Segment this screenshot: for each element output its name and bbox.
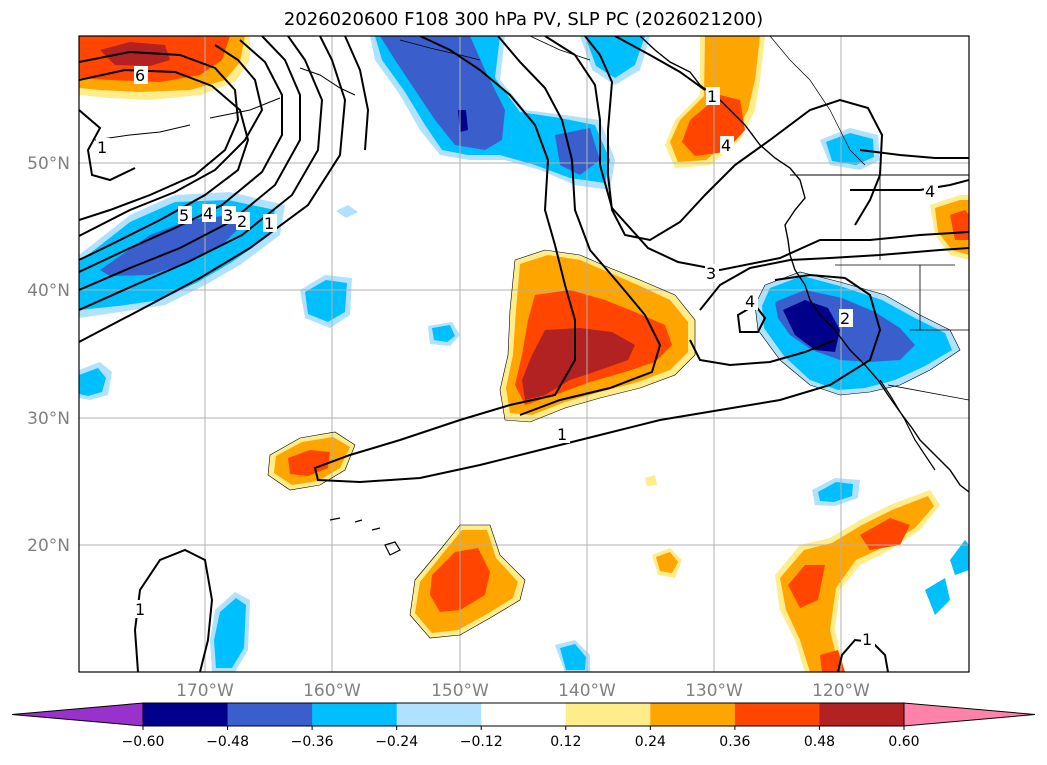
contour-label-1d: 1 bbox=[135, 600, 145, 619]
lat-label-20n: 20°N bbox=[27, 536, 70, 556]
colorbar-tick-label: 0.60 bbox=[888, 734, 919, 750]
lon-label-150w: 150°W bbox=[431, 681, 489, 701]
colorbar-tick-label: 0.36 bbox=[719, 734, 750, 750]
map-frame bbox=[78, 35, 970, 673]
contour-band-f bbox=[344, 36, 370, 151]
contour-ridge-nw bbox=[614, 36, 706, 91]
longitude-labels: 170°W 160°W 150°W 140°W 130°W 120°W bbox=[176, 681, 870, 701]
colorbar-tick-label: −0.60 bbox=[122, 734, 165, 750]
negative-anomaly-gulf-of-alaska bbox=[370, 36, 650, 190]
contour-label-5: 5 bbox=[179, 206, 189, 225]
contour-band-b bbox=[79, 39, 283, 273]
lon-label-160w: 160°W bbox=[303, 681, 361, 701]
colorbar-frame bbox=[142, 702, 905, 727]
colorbar-tick-label: 0.12 bbox=[550, 734, 581, 750]
colorbar-tick-label: −0.36 bbox=[291, 734, 334, 750]
pv-shading-layer bbox=[79, 36, 969, 672]
colorbar-tick-label: −0.48 bbox=[206, 734, 249, 750]
contour-1-large bbox=[313, 36, 882, 484]
colorbar-bin bbox=[312, 703, 398, 726]
baja-coastline bbox=[879, 379, 936, 471]
contour-label-2b: 2 bbox=[840, 309, 850, 328]
contour-label-3: 3 bbox=[223, 206, 233, 225]
figure-title: 2026020600 F108 300 hPa PV, SLP PC (2026… bbox=[283, 9, 764, 30]
colorbar-bin bbox=[481, 703, 567, 726]
colorbar-bin bbox=[227, 703, 313, 726]
contour-east-inland bbox=[850, 149, 969, 191]
contour-label-1e: 1 bbox=[862, 630, 872, 649]
lon-label-140w: 140°W bbox=[558, 681, 616, 701]
colorbar-bin bbox=[734, 703, 820, 726]
colorbar-over-triangle bbox=[903, 702, 1036, 727]
contour-label-4c: 4 bbox=[721, 136, 731, 155]
colorbar-tick-label: −0.12 bbox=[460, 734, 503, 750]
colorbar-bin bbox=[565, 703, 651, 726]
alaska-coast bbox=[399, 36, 591, 61]
positive-anomaly-south bbox=[268, 432, 940, 672]
lat-label-30n: 30°N bbox=[27, 409, 70, 429]
shading-outlines bbox=[267, 249, 961, 639]
contour-label-1: 1 bbox=[264, 214, 274, 233]
contour-3-upper bbox=[544, 36, 969, 272]
contour-label-4: 4 bbox=[203, 204, 213, 223]
colorbar-tick-label: 0.24 bbox=[635, 734, 666, 750]
contour-band-e bbox=[79, 36, 347, 343]
contour-2-inner bbox=[497, 36, 662, 416]
contour-band-a bbox=[79, 44, 264, 237]
contour-label-4b: 4 bbox=[745, 292, 755, 311]
graticule bbox=[79, 36, 969, 672]
contour-3-lower bbox=[699, 247, 969, 311]
colorbar-ticks: −0.60 −0.48 −0.36 −0.24 −0.12 0.12 0.24 0.36 0.4… bbox=[122, 726, 920, 750]
contour-3-south bbox=[689, 339, 836, 367]
colorbar-bin bbox=[396, 703, 482, 726]
latitude-labels: 50°N 40°N 30°N 20°N bbox=[27, 154, 70, 556]
colorbar-bin bbox=[650, 703, 736, 726]
colorbar-tick-label: −0.24 bbox=[375, 734, 418, 750]
contour-band-c bbox=[79, 36, 301, 291]
contour-label-2: 2 bbox=[237, 212, 247, 231]
lon-label-120w: 120°W bbox=[812, 681, 870, 701]
north-america-coastline bbox=[639, 36, 969, 493]
lon-label-130w: 130°W bbox=[685, 681, 743, 701]
colorbar-bins bbox=[143, 703, 905, 726]
contour-5 bbox=[79, 68, 250, 261]
colorbar-bin bbox=[819, 703, 905, 726]
contour-band-d bbox=[79, 36, 324, 311]
contour-6 bbox=[79, 50, 240, 221]
lat-label-50n: 50°N bbox=[27, 154, 70, 174]
slp-contours-layer bbox=[79, 36, 969, 672]
contour-label-3b: 3 bbox=[706, 264, 716, 283]
contour-label-1c: 1 bbox=[557, 425, 567, 444]
contour-label-1b: 1 bbox=[97, 138, 107, 157]
lat-label-40n: 40°N bbox=[27, 281, 70, 301]
lon-label-170w: 170°W bbox=[176, 681, 234, 701]
canada-provinces bbox=[769, 36, 866, 166]
map-panel: 6 5 4 3 2 1 1 1 3 4 2 1 1 1 bbox=[78, 35, 970, 673]
contour-labels: 6 5 4 3 2 1 1 1 3 4 2 1 1 1 bbox=[96, 66, 938, 649]
colorbar-tick-label: 0.48 bbox=[804, 734, 835, 750]
contour-4-ridge bbox=[584, 36, 884, 242]
colorbar: −0.60 −0.48 −0.36 −0.24 −0.12 0.12 0.24 0.36 0.4… bbox=[11, 702, 1036, 750]
state-borders bbox=[835, 175, 969, 401]
hawaii-islands bbox=[329, 517, 401, 556]
colorbar-bin bbox=[143, 703, 229, 726]
coastlines-layer bbox=[94, 36, 969, 556]
contour-label-1f: 1 bbox=[707, 87, 717, 106]
colorbar-under-triangle bbox=[11, 702, 144, 727]
contour-label-4d: 4 bbox=[925, 182, 935, 201]
contour-label-6: 6 bbox=[135, 66, 145, 85]
